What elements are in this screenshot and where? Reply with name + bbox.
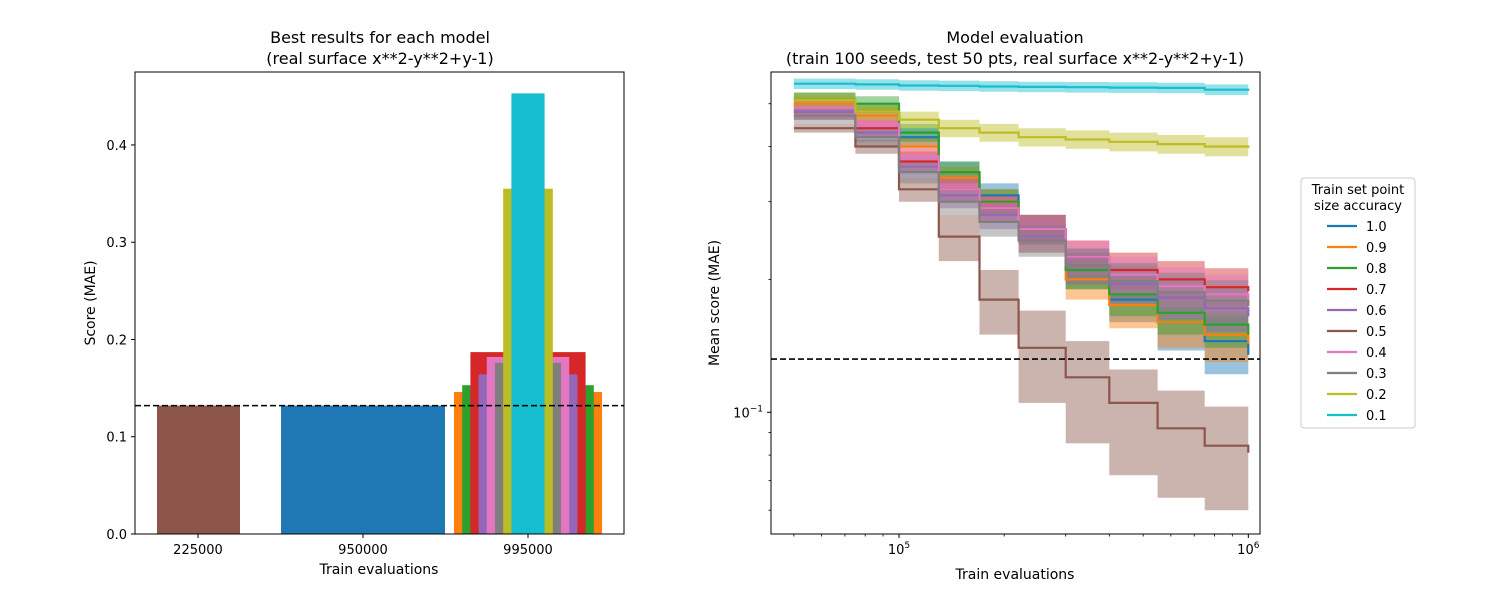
legend-box bbox=[1300, 177, 1416, 429]
bar-chart: Best results for each model (real surfac… bbox=[83, 28, 625, 578]
bar-0.5 bbox=[157, 405, 240, 534]
y-axis-label: Score (MAE) bbox=[83, 260, 99, 345]
series-line-0.4 bbox=[793, 106, 1250, 300]
series-line-0.2 bbox=[793, 98, 1250, 148]
bar-chart-title-line2: (real surface x**2-y**2+y-1) bbox=[266, 49, 493, 68]
legend-items: 1.0 0.9 0.8 0.7 0.6 0.5 0.4 0.3 0.2 0.1 bbox=[1327, 220, 1387, 424]
legend-label-0.2: 0.2 bbox=[1366, 388, 1387, 403]
series-line-0.5 bbox=[793, 127, 1250, 453]
series-lines bbox=[793, 82, 1250, 453]
bar-chart-title-line1: Best results for each model bbox=[270, 28, 490, 47]
legend-title-line2: size accuracy bbox=[1314, 199, 1402, 214]
plot-frame bbox=[134, 71, 625, 535]
legend-label-0.9: 0.9 bbox=[1366, 241, 1387, 256]
legend-label-0.5: 0.5 bbox=[1366, 325, 1387, 340]
series-line-0.3 bbox=[793, 114, 1250, 307]
y-tick-label: 10−1 bbox=[733, 404, 763, 421]
x-axis-ticks: 105 106 bbox=[793, 534, 1260, 558]
x-tick-label: 995000 bbox=[503, 543, 553, 558]
legend-label-0.7: 0.7 bbox=[1366, 283, 1387, 298]
legend-label-0.1: 0.1 bbox=[1366, 409, 1387, 424]
legend-label-0.4: 0.4 bbox=[1366, 346, 1387, 361]
legend-label-0.6: 0.6 bbox=[1366, 304, 1387, 319]
legend-label-0.8: 0.8 bbox=[1366, 262, 1387, 277]
confidence-band-0.8 bbox=[793, 92, 1249, 360]
x-axis-ticks: 225000 950000 995000 bbox=[173, 534, 553, 558]
x-tick-label: 950000 bbox=[338, 543, 388, 558]
y-tick-label: 0.4 bbox=[106, 139, 127, 154]
x-axis-label: Train evaluations bbox=[319, 562, 439, 578]
x-tick-label: 105 bbox=[888, 541, 910, 558]
line-chart-title-line1: Model evaluation bbox=[946, 28, 1083, 47]
plot-frame bbox=[770, 71, 1261, 535]
line-chart-title-line2: (train 100 seeds, test 50 pts, real surf… bbox=[786, 49, 1244, 68]
y-tick-label: 0.0 bbox=[106, 528, 127, 543]
confidence-band-0.9 bbox=[793, 96, 1249, 370]
y-tick-label: 0.1 bbox=[106, 431, 127, 446]
legend-label-1.0: 1.0 bbox=[1366, 220, 1387, 235]
x-tick-label: 106 bbox=[1237, 541, 1260, 558]
bar-series bbox=[157, 93, 602, 535]
x-axis-label: Train evaluations bbox=[955, 567, 1075, 583]
confidence-band-0.5 bbox=[793, 123, 1249, 517]
legend-label-0.3: 0.3 bbox=[1366, 367, 1387, 382]
bar-0.1 bbox=[511, 93, 545, 535]
line-chart: Model evaluation (train 100 seeds, test … bbox=[707, 28, 1416, 583]
bar-1.0 bbox=[281, 405, 445, 534]
series-line-0.1 bbox=[793, 82, 1250, 91]
legend: Train set point size accuracy 1.0 0.9 0.8 0… bbox=[1300, 177, 1416, 429]
legend-title-line1: Train set point bbox=[1311, 183, 1404, 198]
y-axis-label: Mean score (MAE) bbox=[707, 240, 723, 366]
y-tick-label: 0.2 bbox=[106, 333, 127, 348]
y-axis-ticks: 10−1 bbox=[733, 103, 771, 511]
x-tick-label: 225000 bbox=[173, 543, 223, 558]
y-axis-ticks: 0.0 0.1 0.2 0.3 0.4 bbox=[106, 139, 135, 543]
y-tick-label: 0.3 bbox=[106, 236, 127, 251]
